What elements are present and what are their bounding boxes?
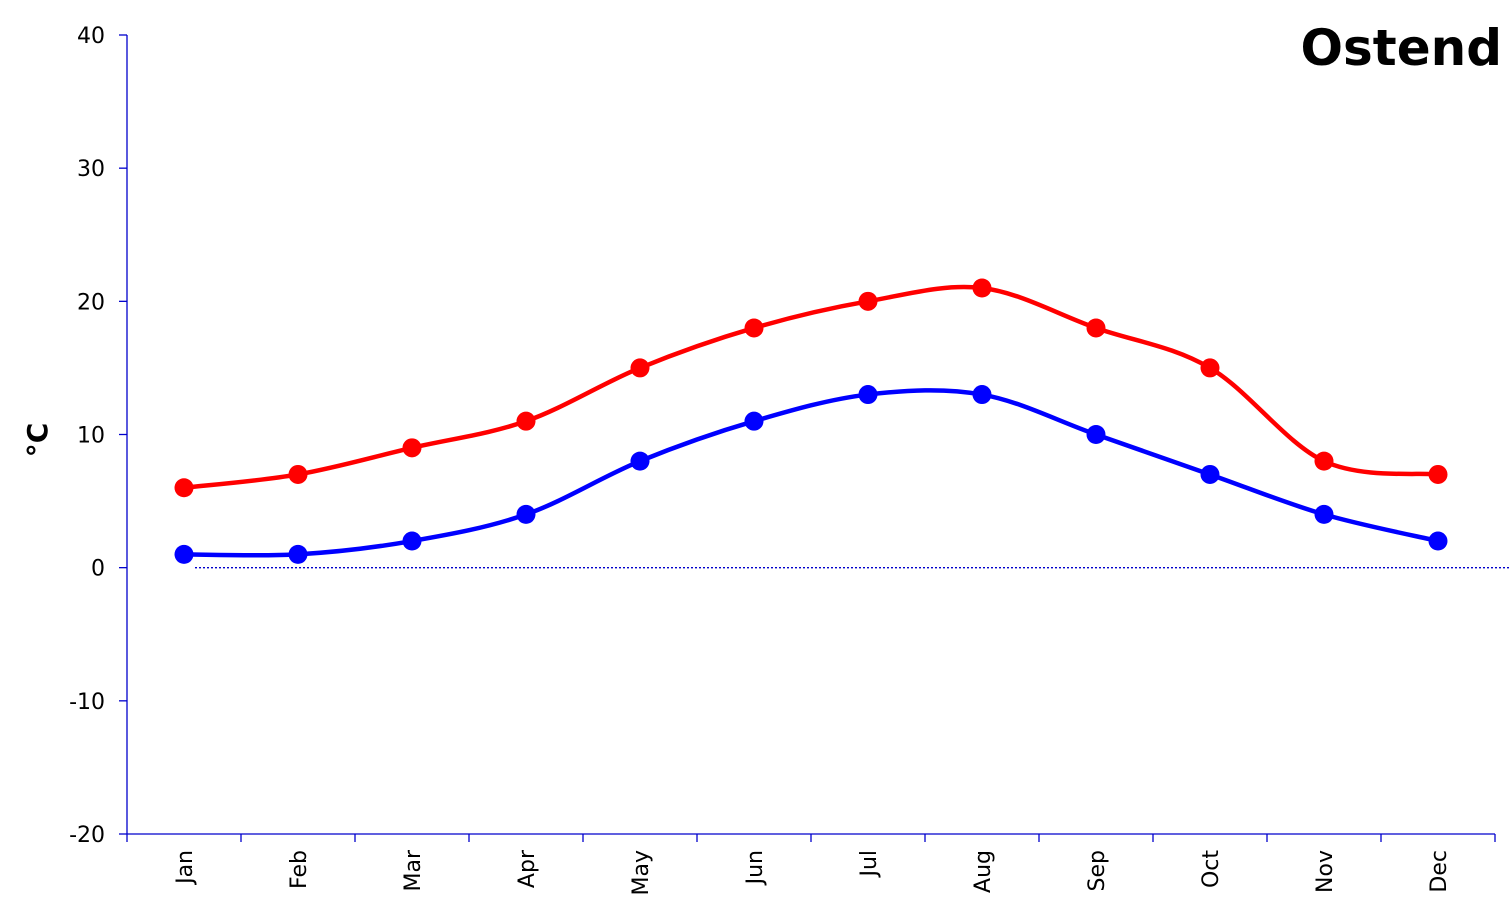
y-tick-label: 40 — [77, 24, 105, 49]
x-tick-label: Dec — [1427, 850, 1452, 893]
data-point-low — [630, 451, 650, 471]
x-tick-label: Apr — [515, 849, 540, 888]
data-point-low — [516, 504, 536, 524]
data-point-low — [744, 411, 764, 431]
data-point-low — [174, 544, 194, 564]
data-point-high — [402, 438, 422, 458]
x-tick-label: Jan — [173, 850, 198, 886]
x-tick-label: Sep — [1085, 850, 1110, 891]
x-tick-label: Mar — [401, 849, 426, 891]
y-tick-label: 10 — [77, 424, 105, 449]
data-point-high — [744, 318, 764, 338]
data-point-low — [1200, 464, 1220, 484]
x-tick-label: May — [629, 850, 654, 895]
y-tick-label: -20 — [69, 823, 105, 848]
data-point-low — [288, 544, 308, 564]
y-tick-label: 30 — [77, 157, 105, 182]
data-point-low — [1314, 504, 1334, 524]
data-point-low — [972, 385, 992, 405]
y-axis-label: °C — [21, 423, 54, 458]
data-point-low — [858, 385, 878, 405]
data-point-high — [516, 411, 536, 431]
data-point-high — [1086, 318, 1106, 338]
data-point-high — [1428, 464, 1448, 484]
x-tick-label: Jul — [857, 850, 882, 879]
series-line-low — [183, 388, 1439, 558]
data-point-high — [630, 358, 650, 378]
x-tick-label: Aug — [971, 850, 996, 893]
x-tick-label: Oct — [1199, 850, 1224, 888]
data-point-high — [174, 478, 194, 498]
y-tick-label: -10 — [69, 690, 105, 715]
x-tick-label: Feb — [287, 850, 312, 889]
series-line-high — [183, 284, 1439, 491]
x-tick-label: Nov — [1313, 850, 1338, 893]
data-point-high — [1200, 358, 1220, 378]
data-point-high — [1314, 451, 1334, 471]
data-point-low — [402, 531, 422, 551]
y-tick-label: 20 — [77, 290, 105, 315]
y-tick-label: 0 — [91, 557, 105, 582]
chart-title: Ostend — [1301, 19, 1502, 77]
data-point-high — [972, 278, 992, 298]
x-tick-label: Jun — [743, 850, 768, 886]
data-point-low — [1086, 425, 1106, 444]
data-point-high — [288, 464, 308, 484]
data-point-low — [1428, 531, 1448, 551]
data-point-high — [858, 291, 878, 311]
